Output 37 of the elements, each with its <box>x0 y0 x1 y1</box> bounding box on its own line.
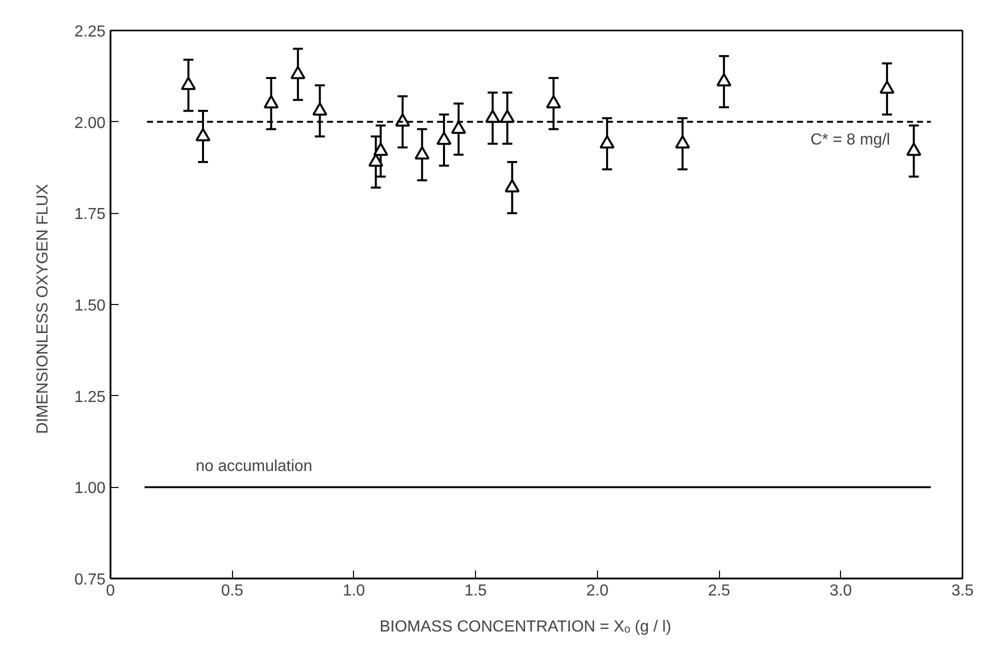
x-tick-label: 3.5 <box>951 582 974 600</box>
point <box>373 142 388 156</box>
point <box>368 154 384 167</box>
x-tick-label: 3.0 <box>830 582 852 600</box>
y-tick-label: 1.75 <box>74 206 106 224</box>
annotation: no accumulation <box>196 458 312 476</box>
x-tick-label: 0.5 <box>221 582 244 600</box>
y-tick-label: 1.50 <box>74 298 106 314</box>
point <box>264 95 279 108</box>
point <box>290 66 306 80</box>
point <box>180 76 196 90</box>
point <box>546 95 562 108</box>
point <box>600 135 615 149</box>
y-tick-label: 2.00 <box>74 114 106 132</box>
x-tick-label: 1.0 <box>342 582 366 600</box>
point <box>675 135 690 149</box>
point <box>880 80 895 94</box>
y-axis-title: DIMENSIONLESS OXYGEN FLUX <box>34 184 52 434</box>
x-tick-label: 0 <box>106 582 116 600</box>
point <box>395 113 410 127</box>
point <box>451 120 466 134</box>
point <box>906 142 922 156</box>
point <box>436 132 452 145</box>
annotation: C* = 8 mg/l <box>810 132 890 148</box>
y-tick-label: 1.00 <box>74 480 106 498</box>
point <box>196 128 211 142</box>
point <box>504 179 520 192</box>
point <box>414 146 430 160</box>
y-tick-label: 0.75 <box>74 572 106 588</box>
y-tick-label: 2.25 <box>74 24 106 40</box>
x-tick-label: 1.5 <box>464 582 487 600</box>
point <box>716 73 732 86</box>
y-tick-label: 1.25 <box>74 388 106 406</box>
x-axis-title: BIOMASS CONCENTRATION = Xₒ (g / l) <box>380 618 672 636</box>
point <box>312 102 328 116</box>
x-tick-label: 2.5 <box>708 582 730 600</box>
x-tick-label: 2.0 <box>586 582 609 600</box>
